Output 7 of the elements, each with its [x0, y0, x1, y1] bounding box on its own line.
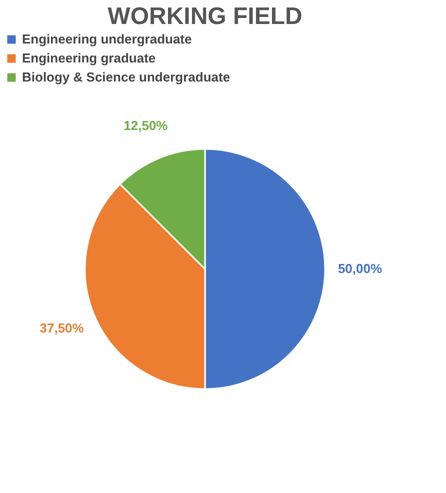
data-label: 37,50%: [40, 320, 84, 336]
data-label: 12,50%: [124, 118, 168, 133]
legend-label: Engineering graduate: [22, 50, 156, 66]
data-label: 50,00%: [338, 261, 382, 276]
chart-title: WORKING FIELD: [108, 3, 302, 30]
legend-label: Engineering undergraduate: [22, 32, 192, 46]
legend-label: Biology & Science undergraduate: [22, 70, 230, 84]
